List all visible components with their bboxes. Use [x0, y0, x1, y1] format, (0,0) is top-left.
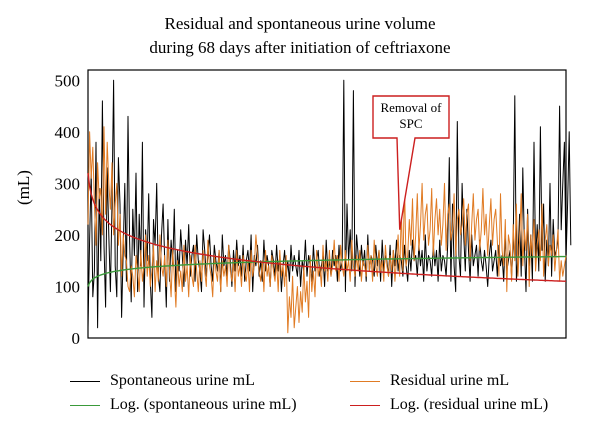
annotation-text-line-1: Removal of — [380, 100, 442, 115]
y-tick-label: 500 — [55, 71, 81, 90]
chart-title-line-1: Residual and spontaneous urine volume — [164, 14, 436, 33]
y-tick-label: 300 — [55, 174, 81, 193]
legend-item-spontaneous: Spontaneous urine mL — [70, 372, 255, 390]
plot-area-frame — [87, 69, 567, 339]
y-tick-label: 0 — [72, 329, 81, 348]
chart-title: Residual and spontaneous urine volume du… — [0, 12, 600, 60]
legend-item-log-residual: Log. (residual urine mL) — [350, 396, 548, 414]
annotation-text-line-2: SPC — [399, 116, 422, 131]
legend-label-log-residual: Log. (residual urine mL) — [390, 396, 549, 413]
y-tick-label: 200 — [55, 226, 81, 245]
legend-swatch-log-residual — [350, 404, 380, 406]
chart-title-line-2: during 68 days after initiation of ceftr… — [149, 38, 451, 57]
legend-label-spontaneous: Spontaneous urine mL — [110, 372, 255, 389]
legend-swatch-log-spontaneous — [70, 404, 100, 406]
legend-item-log-spontaneous: Log. (spontaneous urine mL) — [70, 396, 297, 414]
legend-label-log-spontaneous: Log. (spontaneous urine mL) — [110, 396, 297, 413]
series-line-residual — [87, 126, 567, 334]
legend-item-residual: Residual urine mL — [350, 372, 509, 390]
series-line-spontaneous — [87, 79, 572, 329]
annotation-callout — [372, 95, 450, 230]
legend-swatch-spontaneous — [70, 380, 100, 382]
legend: Spontaneous urine mL Residual urine mL L… — [0, 368, 600, 428]
trend-line-log-spontaneous — [87, 255, 566, 287]
trend-line-log-residual — [87, 173, 567, 282]
y-tick-label: 100 — [55, 277, 81, 296]
legend-swatch-residual — [350, 380, 380, 382]
legend-label-residual: Residual urine mL — [390, 372, 510, 389]
y-tick-label: 400 — [55, 123, 81, 142]
